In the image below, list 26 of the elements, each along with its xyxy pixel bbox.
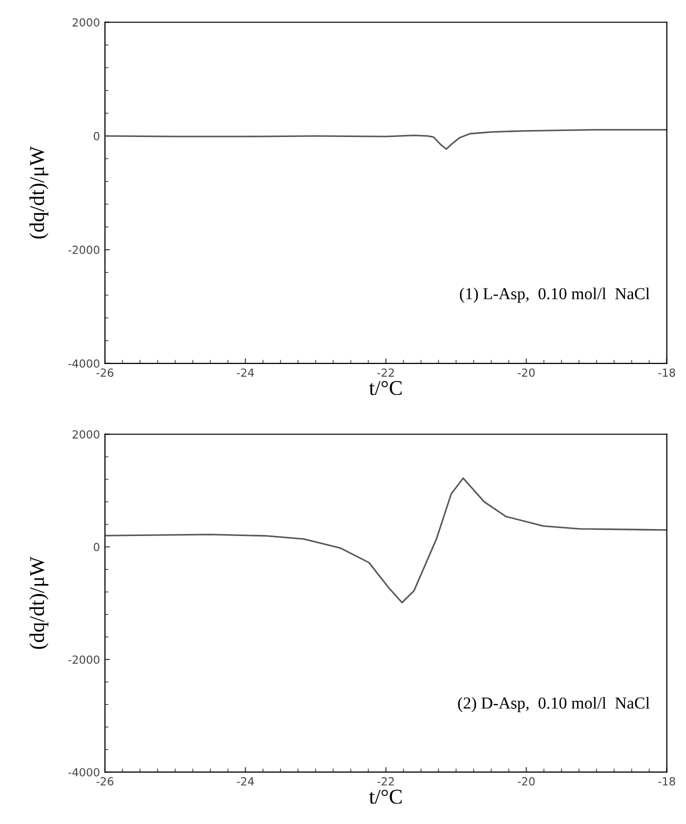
x-tick-label: -24 (236, 368, 254, 377)
line-series (104, 128, 667, 150)
y-tick-label: 2000 (72, 430, 100, 439)
y-tick-label: -4000 (68, 359, 100, 368)
y-tick-label: -2000 (68, 246, 100, 254)
y-tick-label: 2000 (72, 18, 100, 27)
x-tick-label: -26 (96, 777, 114, 786)
annotation: (1) L-Asp, 0.10 mol/l NaCl (460, 288, 650, 303)
x-tick-label: -24 (236, 777, 254, 786)
x-tick-label: -26 (96, 368, 114, 377)
x-tick-label: -20 (518, 777, 535, 786)
y-tick-label: -2000 (68, 655, 100, 664)
y-tick-label: -4000 (68, 768, 100, 776)
y-axis-title: (dq/dt)/μW (29, 556, 48, 649)
y-axis-title: (dq/dt)/μW (29, 146, 48, 239)
x-tick-label: -20 (518, 368, 535, 377)
x-tick-label: -22 (377, 368, 394, 377)
x-tick-label: -18 (658, 368, 676, 377)
y-tick-label: 0 (94, 132, 100, 140)
x-axis-title: t/°C (369, 380, 402, 396)
x-tick-label: -22 (377, 777, 394, 786)
y-tick-label: 0 (94, 542, 100, 552)
line-series (104, 477, 667, 604)
x-axis-title: t/°C (369, 790, 402, 804)
x-tick-label: -18 (658, 777, 676, 786)
annotation: (2) D-Asp, 0.10 mol/l NaCl (458, 696, 650, 712)
